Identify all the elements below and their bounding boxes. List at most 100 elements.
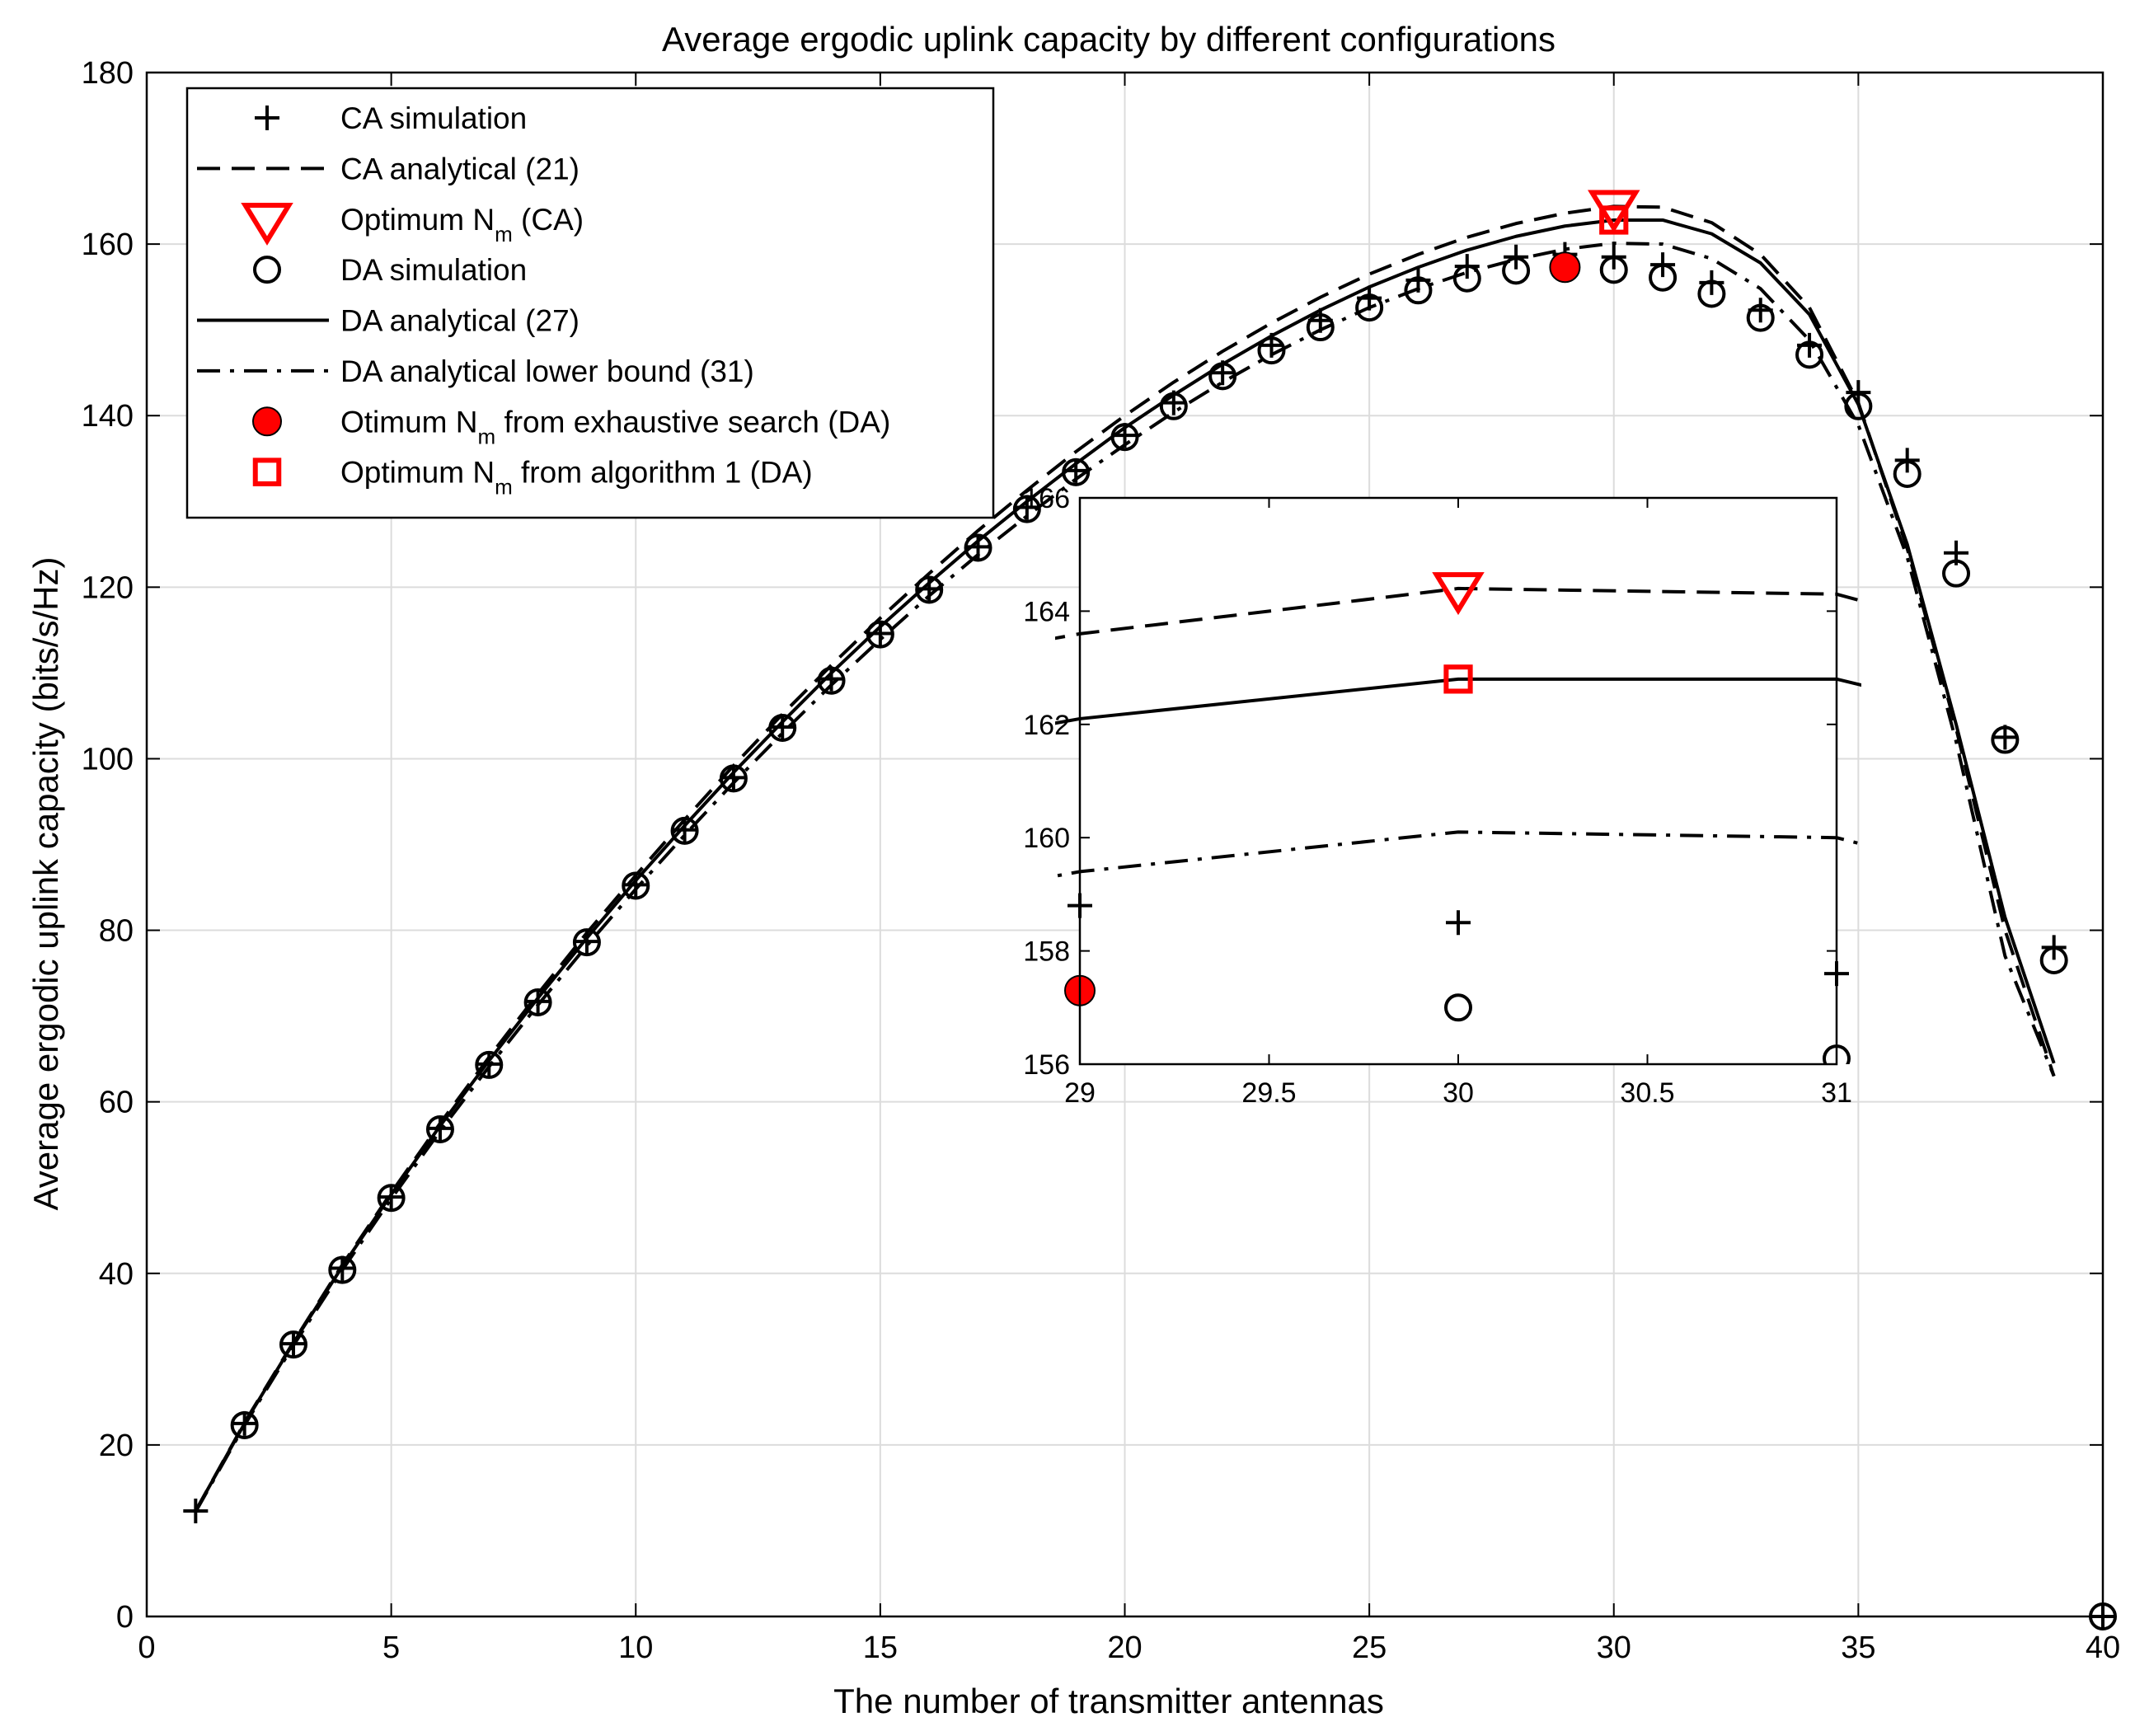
main-plot-frame (145, 71, 2104, 1618)
legend-item-da_lb: DA analytical lower bound (31) (197, 354, 754, 388)
main-point-ca_sim (574, 929, 599, 955)
main-point-da_sim (1844, 392, 1873, 420)
legend-item-opt_alg: Optimum Nm from algorithm 1 (DA) (252, 456, 813, 500)
main-point-da_sim (377, 1184, 406, 1213)
x-tick-label: 20 (1107, 1630, 1142, 1665)
main-point-ca_sim (330, 1255, 355, 1281)
x-tick-label: 15 (863, 1630, 898, 1665)
main-point-da_sim (230, 1410, 259, 1439)
legend-item-opt_ca: Optimum Nm (CA) (241, 203, 584, 246)
main-point-ca_sim (232, 1410, 257, 1436)
inset-y-tick-label: 166 (1023, 483, 1070, 514)
inset-point-opt_alg (1443, 664, 1473, 694)
inset-y-tick-label: 160 (1023, 823, 1070, 854)
y-tick-label: 20 (99, 1429, 134, 1463)
inset-zoom-plot: 29 29.5 30 30.5 31 156 158 160 162 164 166 (1023, 483, 1861, 1109)
y-axis-label: Average ergodic uplink capacity (bits/s/… (26, 557, 65, 1211)
main-point-da_sim (1110, 423, 1139, 452)
main-point-da_sim (1355, 293, 1384, 322)
main-point-da_sim (1649, 263, 1678, 292)
x-tick-label: 30 (1597, 1630, 1631, 1665)
main-point-da_sim (1697, 279, 1726, 308)
legend-label-text: DA analytical (27) (340, 304, 580, 338)
main-series-opt_alg (1599, 205, 1629, 235)
main-point-da_sim (1502, 256, 1531, 285)
main-series-opt_ex (1549, 251, 1581, 284)
y-tick-label: 60 (99, 1086, 134, 1120)
x-tick-label: 10 (618, 1630, 653, 1665)
inset-point-opt_ca (1432, 572, 1485, 616)
main-point-da_sim (1208, 362, 1237, 391)
main-point-ca_sim (672, 817, 697, 842)
y-tick-label: 180 (82, 56, 134, 91)
x-tick-label: 35 (1841, 1630, 1875, 1665)
chart-title: Average ergodic uplink capacity by diffe… (662, 20, 1556, 59)
x-tick-label: 5 (382, 1630, 400, 1665)
inset-background (1080, 498, 1837, 1064)
main-point-da_sim (1746, 303, 1775, 332)
legend-label-text: DA analytical lower bound (31) (340, 354, 754, 388)
legend-label-text: CA analytical (21) (340, 152, 580, 185)
main-point-ca_sim (965, 534, 991, 560)
main-point-ca_sim (525, 988, 551, 1014)
main-point-ca_sim (427, 1115, 453, 1141)
inset-line-da_lb (1055, 830, 1861, 878)
main-point-ca_sim (720, 765, 746, 791)
main-point-da_sim (1991, 725, 2020, 754)
main-point-da_sim (768, 713, 797, 742)
main-point-ca_sim (280, 1331, 306, 1357)
main-point-da_sim (1795, 340, 1824, 369)
legend-label-subscript: m (495, 222, 513, 246)
main-point-ca_sim (378, 1185, 404, 1210)
main-point-ca_sim (183, 1499, 209, 1524)
inset-y-tick-label: 156 (1023, 1049, 1070, 1081)
legend-label-text: Otimum N (340, 405, 478, 439)
legend-item-da_sim: DA simulation (253, 253, 527, 287)
inset-x-tick-label: 30 (1443, 1077, 1474, 1109)
legend-label-ca_sim: CA simulation (340, 101, 527, 135)
main-ticks: 0 5 10 15 20 25 30 35 40 0 20 40 60 80 100 120 140 160 180 (82, 56, 2121, 1665)
inset-x-tick-label: 30.5 (1620, 1077, 1674, 1109)
y-tick-label: 80 (99, 914, 134, 949)
legend-label-subscript: m (478, 424, 496, 448)
main-point-da_sim (866, 620, 894, 649)
main-series (183, 190, 2117, 1630)
legend-label-text: CA simulation (340, 101, 527, 135)
y-tick-label: 120 (82, 570, 134, 605)
main-line-ca_an (194, 204, 2056, 1512)
main-point-da_sim (279, 1330, 307, 1359)
main-point-da_sim (2039, 945, 2068, 974)
legend-item-ca_sim: CA simulation (255, 101, 527, 135)
inset-x-tick-label: 29.5 (1241, 1077, 1296, 1109)
inset-y-tick-label: 158 (1023, 936, 1070, 968)
main-point-opt_ex (1549, 251, 1581, 284)
main-point-opt_alg (1599, 205, 1629, 235)
main-point-da_sim (572, 928, 601, 957)
main-point-da_sim (1062, 457, 1091, 486)
inset-series-ca_an (1055, 586, 1861, 640)
main-point-da_sim (1159, 392, 1188, 420)
legend-label-opt_ca: Optimum Nm (CA) (340, 203, 584, 246)
legend-label-ca_an: CA analytical (21) (340, 152, 580, 185)
legend-item-opt_ex: Otimum Nm from exhaustive search (DA) (252, 405, 890, 448)
x-tick-label: 0 (138, 1630, 155, 1665)
main-point-da_sim (1893, 459, 1922, 488)
main-point-da_sim (964, 533, 992, 562)
main-point-da_sim (1599, 256, 1628, 284)
main-point-ca_sim (1014, 495, 1039, 520)
legend-label-text: Optimum N (340, 203, 495, 237)
legend-label-subscript: m (495, 475, 513, 500)
legend-label-text: Optimum N (340, 456, 495, 490)
legend-label-da_an: DA analytical (27) (340, 304, 580, 338)
inset-point-da_sim (1444, 993, 1472, 1022)
inset-y-tick-label: 164 (1023, 596, 1070, 627)
legend-label-suffix: from exhaustive search (DA) (495, 405, 890, 439)
legend-label-suffix: (CA) (513, 203, 584, 237)
legend-item-da_an: DA analytical (27) (197, 304, 580, 338)
main-point-ca_sim (476, 1051, 502, 1077)
legend-marker-opt_ex (252, 406, 282, 437)
main-point-ca_sim (1063, 457, 1089, 483)
y-tick-label: 160 (82, 228, 134, 262)
legend-label-da_lb: DA analytical lower bound (31) (340, 354, 754, 388)
